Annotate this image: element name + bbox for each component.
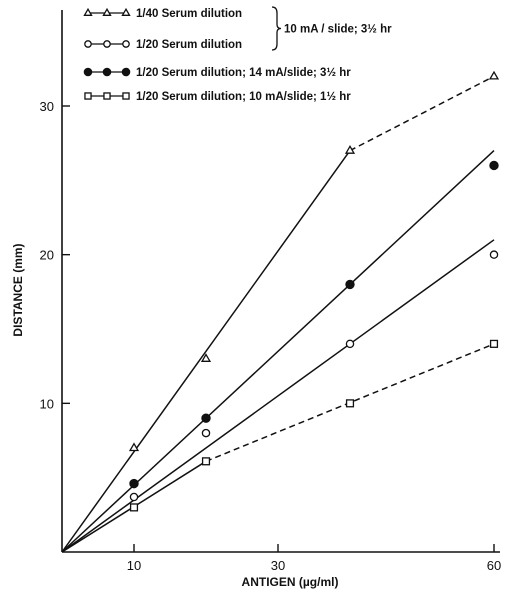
y-axis-title: DISTANCE (mm) [11, 243, 25, 336]
triangle-marker [121, 7, 131, 16]
y-tick-label: 20 [40, 248, 54, 263]
triangle-marker [83, 7, 93, 16]
x-tick-label: 30 [271, 558, 285, 573]
open-circle-marker [122, 40, 130, 48]
open-circle-marker [84, 40, 92, 48]
filled-circle-marker [121, 67, 131, 77]
square-marker [129, 503, 139, 512]
x-tick-label: 10 [127, 558, 141, 573]
triangle-marker [344, 145, 356, 154]
legend-label: 1/20 Serum dilution; 10 mA/slide; 1½ hr [136, 91, 351, 103]
y-tick-label: 10 [40, 396, 54, 411]
data-points [128, 70, 500, 512]
filled-circle-marker [129, 478, 139, 489]
x-axis-title: ANTIGEN (µg/ml) [242, 575, 339, 589]
square-marker [103, 92, 111, 100]
legend: 1/40 Serum dilution 1/20 Serum dilution 1/… [83, 6, 392, 103]
triangle-marker [128, 442, 140, 452]
fit-line [61, 150, 495, 553]
filled-circle-marker [345, 279, 355, 290]
square-marker [84, 92, 92, 100]
square-marker [201, 457, 211, 466]
fit-line [61, 239, 495, 553]
triangle-marker [488, 70, 500, 80]
axes: 10 30 60 10 20 30 [40, 10, 501, 573]
square-marker [122, 92, 130, 100]
legend-label: 1/20 Serum dilution [136, 39, 242, 51]
square-marker [345, 399, 355, 408]
open-circle-marker [103, 40, 111, 48]
triangle-marker [102, 7, 112, 16]
filled-circle-marker [102, 67, 112, 77]
triangle-marker [200, 353, 212, 362]
square-marker [489, 339, 499, 348]
filled-circle-marker [489, 160, 499, 171]
fit-line [61, 150, 351, 553]
open-circle-marker [201, 428, 211, 438]
legend-label: 1/20 Serum dilution; 14 mA/slide; 3½ hr [136, 67, 351, 79]
fit-line-dashed [349, 75, 495, 152]
open-circle-marker [129, 492, 139, 502]
y-tick-label: 30 [40, 99, 54, 114]
open-circle-marker [489, 250, 499, 259]
legend-brace-label: 10 mA / slide; 3½ hr [284, 24, 392, 36]
fit-lines [61, 75, 495, 553]
legend-label: 1/40 Serum dilution [136, 8, 242, 20]
filled-circle-marker [201, 413, 211, 423]
filled-circle-marker [83, 67, 93, 77]
open-circle-marker [345, 339, 355, 349]
x-tick-label: 60 [487, 558, 501, 573]
legend-brace [271, 6, 282, 51]
